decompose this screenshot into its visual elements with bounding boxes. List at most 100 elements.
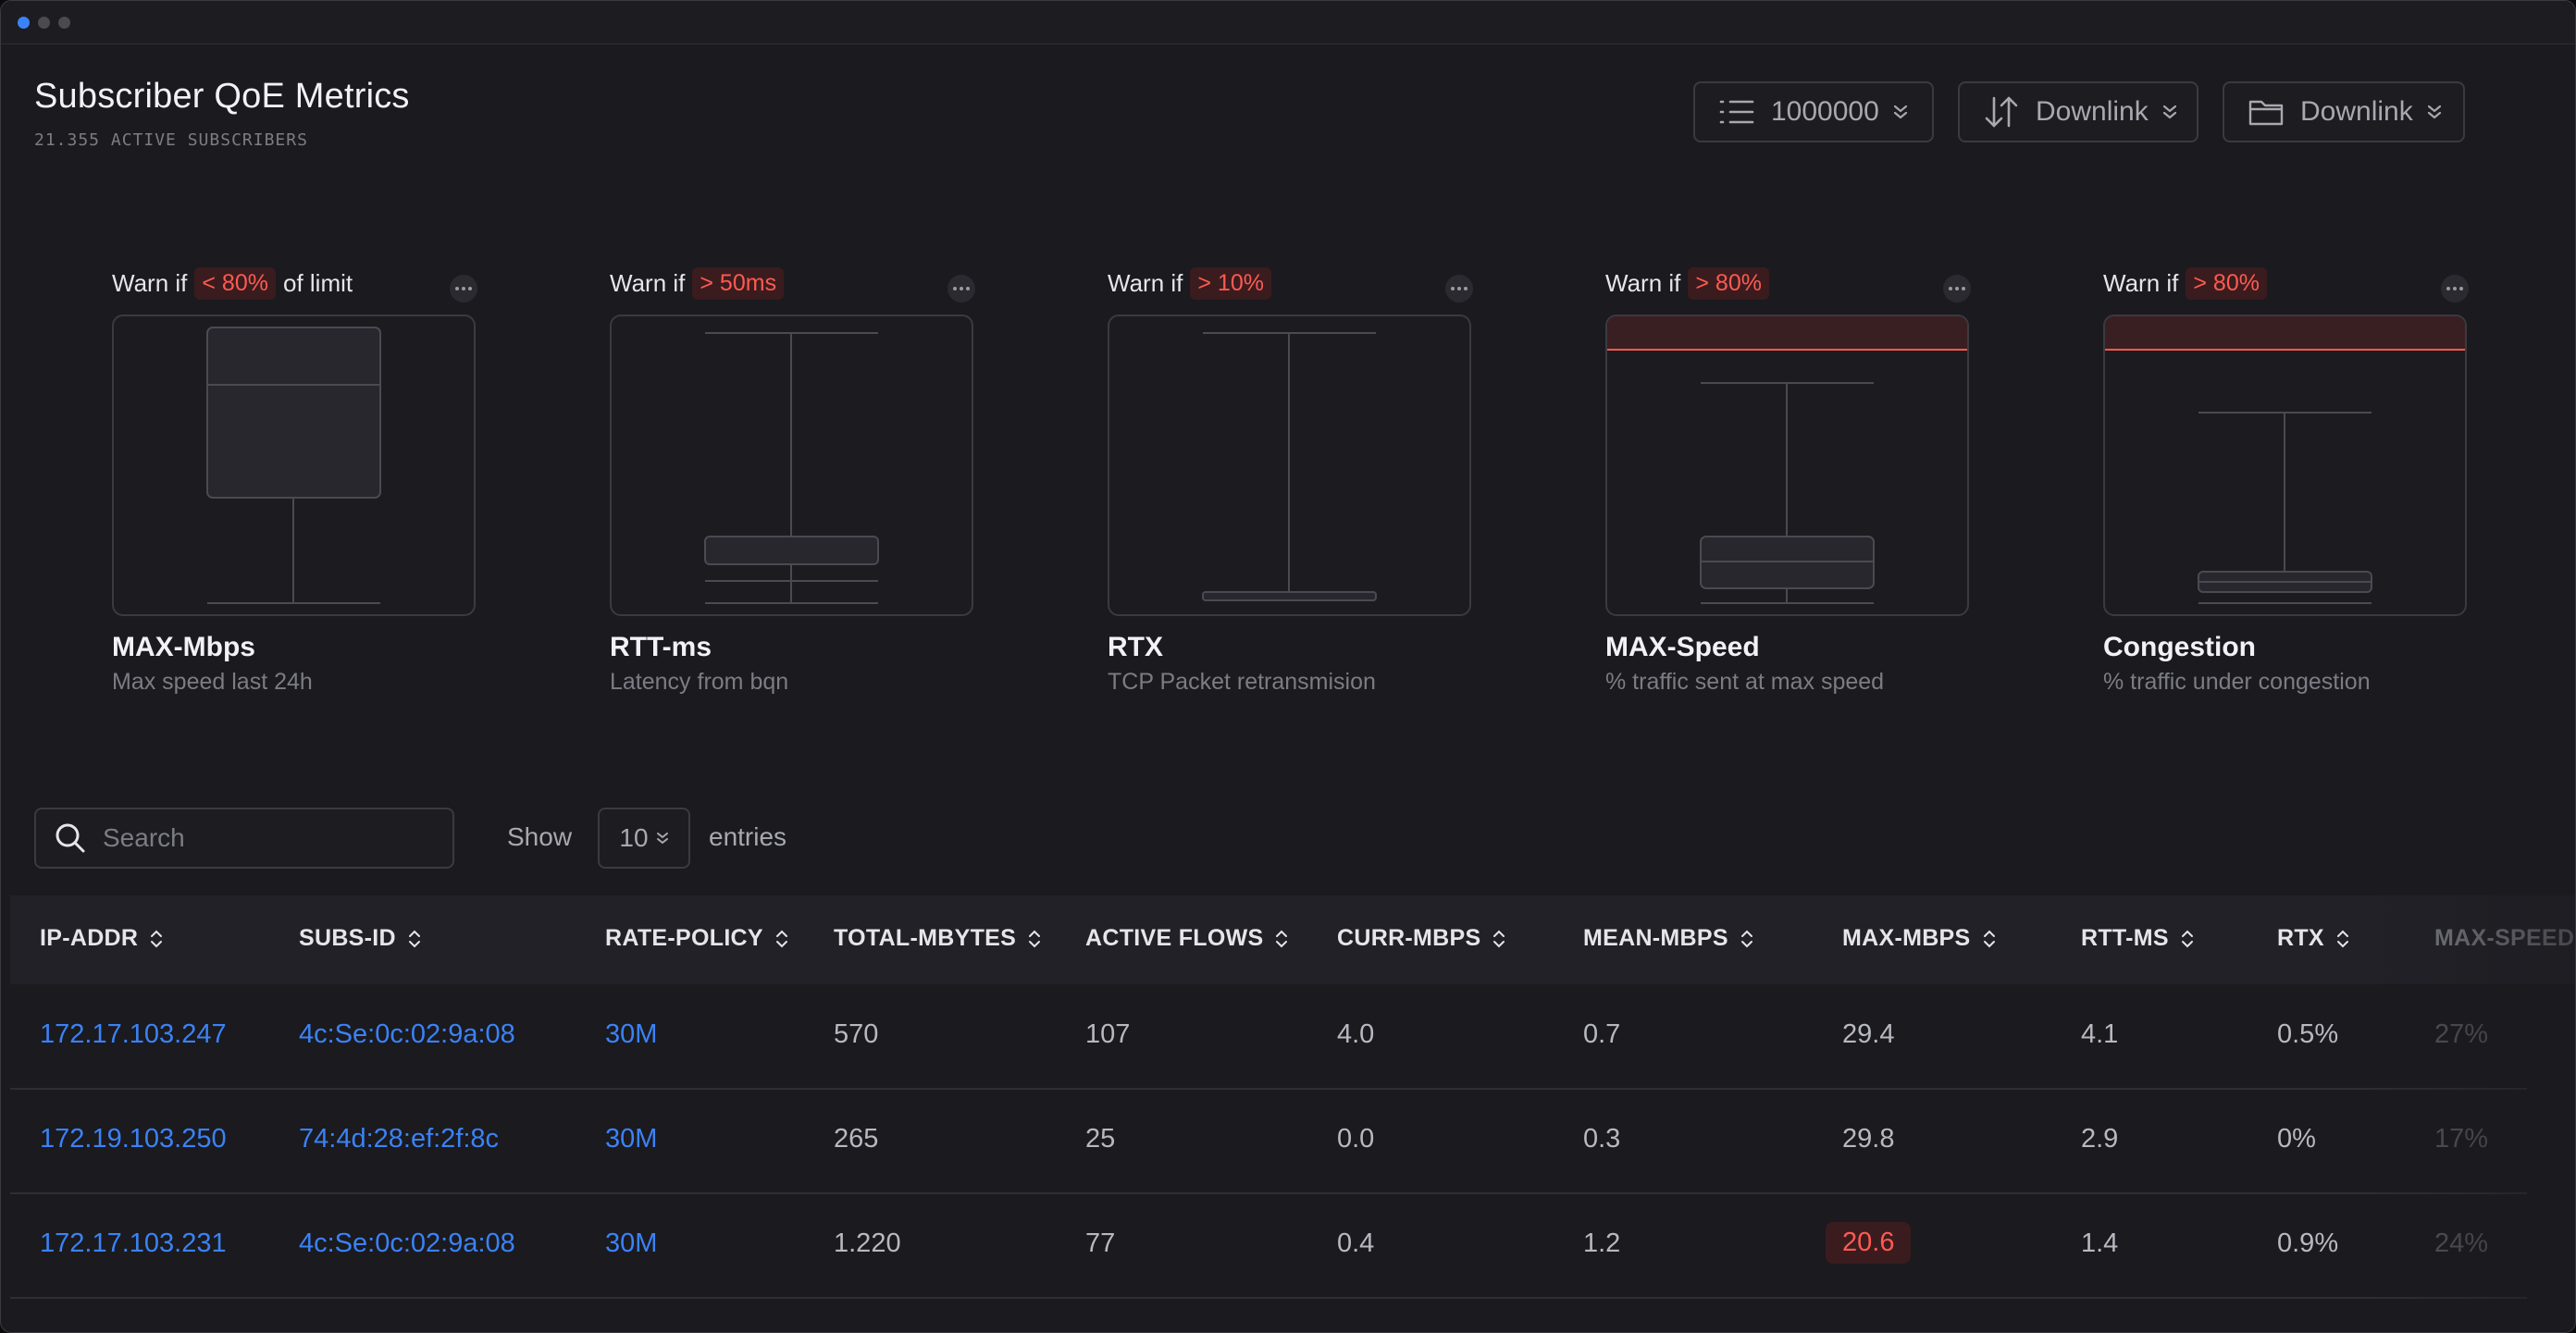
- more-options-icon[interactable]: [1445, 275, 1473, 302]
- limit-dropdown-label: 1000000: [1771, 96, 1879, 127]
- column-header-rtt-ms[interactable]: RTT-MS: [2081, 925, 2195, 952]
- direction-dropdown[interactable]: Downlink: [1958, 81, 2198, 142]
- metric-description: Max speed last 24h: [112, 669, 313, 695]
- max-mbps-cell: 29.4: [1842, 1019, 1895, 1049]
- column-header-rtx[interactable]: RTX: [2277, 925, 2350, 952]
- rtt-ms-cell: 1.4: [2081, 1228, 2119, 1258]
- column-header-subs-id[interactable]: SUBS-ID: [299, 925, 422, 952]
- table-row[interactable]: 172.17.103.247 4c:Se:0c:02:9a:08 30M 570…: [10, 984, 2527, 1090]
- more-options-icon[interactable]: [2441, 275, 2469, 302]
- window-maximize-dot[interactable]: [58, 17, 70, 29]
- warn-threshold: Warn if < 80% of limit: [112, 267, 353, 300]
- source-dropdown[interactable]: Downlink: [2223, 81, 2465, 142]
- sort-icon: [1029, 930, 1041, 947]
- active-flows-cell: 107: [1085, 1019, 1131, 1049]
- ip-addr-cell[interactable]: 172.17.103.247: [40, 1019, 227, 1049]
- box-plot: [112, 315, 476, 616]
- subs-id-cell[interactable]: 4c:Se:0c:02:9a:08: [299, 1019, 515, 1049]
- rtx-cell: 0.9%: [2277, 1228, 2339, 1258]
- box-plot-box: [1202, 591, 1377, 601]
- subs-id-cell[interactable]: 74:4d:28:ef:2f:8c: [299, 1124, 500, 1154]
- show-label: Show: [507, 822, 573, 851]
- chevron-down-icon: [1893, 105, 1907, 119]
- source-dropdown-label: Downlink: [2300, 96, 2413, 127]
- table-row[interactable]: 172.17.103.231 4c:Se:0c:02:9a:08 30M 1.2…: [10, 1193, 2527, 1299]
- list-icon: [1717, 93, 1756, 131]
- warn-label: Warn if: [610, 269, 686, 297]
- curr-mbps-cell: 4.0: [1337, 1019, 1375, 1049]
- active-subscribers-count: 21.355 ACTIVE SUBSCRIBERS: [34, 130, 308, 150]
- search-input[interactable]: [101, 822, 438, 854]
- column-header-active-flows[interactable]: ACTIVE FLOWS: [1085, 925, 1289, 952]
- rate-policy-cell[interactable]: 30M: [605, 1228, 658, 1258]
- metric-card-rtt-ms: Warn if > 50ms RTT-ms Latency from bqn: [610, 262, 975, 706]
- ip-addr-cell[interactable]: 172.17.103.231: [40, 1228, 227, 1258]
- table-row[interactable]: 172.19.103.250 74:4d:28:ef:2f:8c 30M 265…: [10, 1089, 2527, 1194]
- sort-icon: [2181, 930, 2193, 947]
- box-plot: [610, 315, 973, 616]
- box-plot: [2103, 315, 2467, 616]
- column-header-mean-mbps[interactable]: MEAN-MBPS: [1583, 925, 1754, 952]
- box-plot: [1605, 315, 1969, 616]
- column-header-ip-addr[interactable]: IP-ADDR: [40, 925, 164, 952]
- metric-description: % traffic sent at max speed: [1605, 669, 1885, 695]
- sort-icon: [408, 930, 420, 947]
- more-options-icon[interactable]: [1943, 275, 1971, 302]
- page-size-select[interactable]: 10: [598, 808, 690, 869]
- arrows-up-down-icon: [1982, 93, 2021, 131]
- title-bar: [1, 1, 2575, 44]
- sort-icon: [2336, 930, 2348, 947]
- more-options-icon[interactable]: [450, 275, 477, 302]
- active-flows-cell: 77: [1085, 1228, 1116, 1258]
- box-plot-box: [704, 536, 879, 565]
- chevron-down-icon: [656, 833, 668, 845]
- threshold-badge[interactable]: < 80%: [194, 267, 276, 300]
- max-mbps-alert-badge: 20.6: [1826, 1222, 1912, 1264]
- sort-icon: [151, 930, 163, 947]
- column-header-curr-mbps[interactable]: CURR-MBPS: [1337, 925, 1506, 952]
- mean-mbps-cell: 0.3: [1583, 1124, 1621, 1154]
- max-mbps-cell: 29.8: [1842, 1124, 1895, 1154]
- threshold-badge[interactable]: > 80%: [1688, 267, 1769, 300]
- threshold-badge[interactable]: > 50ms: [692, 267, 785, 300]
- search-icon: [56, 823, 85, 853]
- window-minimize-dot[interactable]: [38, 17, 50, 29]
- direction-dropdown-label: Downlink: [2036, 96, 2149, 127]
- active-flows-cell: 25: [1085, 1124, 1116, 1154]
- warn-label: Warn if: [112, 269, 188, 297]
- metric-name: Congestion: [2103, 632, 2256, 662]
- rate-policy-cell[interactable]: 30M: [605, 1124, 658, 1154]
- mean-mbps-cell: 1.2: [1583, 1228, 1621, 1258]
- column-header-total-mbytes[interactable]: TOTAL-MBYTES: [834, 925, 1042, 952]
- sort-icon: [1740, 930, 1752, 947]
- threshold-badge[interactable]: > 80%: [2186, 267, 2267, 300]
- metric-card-max-speed: Warn if > 80% MAX-Speed % traffic sent a…: [1605, 262, 1971, 706]
- metric-card-rtx: Warn if > 10% RTX TCP Packet retransmisi…: [1108, 262, 1473, 706]
- sort-icon: [1276, 930, 1288, 947]
- warn-threshold: Warn if > 50ms: [610, 267, 791, 300]
- warn-threshold: Warn if > 10%: [1108, 267, 1279, 300]
- metric-description: % traffic under congestion: [2103, 669, 2371, 695]
- rtt-ms-cell: 4.1: [2081, 1019, 2119, 1049]
- max-speed-cell: 17%: [2434, 1124, 2489, 1154]
- metric-name: RTT-ms: [610, 632, 712, 662]
- search-box[interactable]: [34, 808, 454, 869]
- column-header-rate-policy[interactable]: RATE-POLICY: [605, 925, 789, 952]
- page-size-value: 10: [619, 823, 649, 852]
- rate-policy-cell[interactable]: 30M: [605, 1019, 658, 1049]
- chevron-down-icon: [2162, 105, 2176, 119]
- limit-dropdown[interactable]: 1000000: [1693, 81, 1934, 142]
- threshold-badge[interactable]: > 10%: [1190, 267, 1271, 300]
- column-header-max-mbps[interactable]: MAX-MBPS: [1842, 925, 1997, 952]
- warn-threshold: Warn if > 80%: [2103, 267, 2274, 300]
- sort-icon: [1983, 930, 1995, 947]
- ip-addr-cell[interactable]: 172.19.103.250: [40, 1124, 227, 1154]
- curr-mbps-cell: 0.0: [1337, 1124, 1375, 1154]
- rtt-ms-cell: 2.9: [2081, 1124, 2119, 1154]
- total-mbytes-cell: 1.220: [834, 1228, 901, 1258]
- more-options-icon[interactable]: [947, 275, 975, 302]
- subs-id-cell[interactable]: 4c:Se:0c:02:9a:08: [299, 1228, 515, 1258]
- column-header-max-speed[interactable]: MAX-SPEED: [2434, 925, 2575, 951]
- window-close-dot[interactable]: [18, 17, 30, 29]
